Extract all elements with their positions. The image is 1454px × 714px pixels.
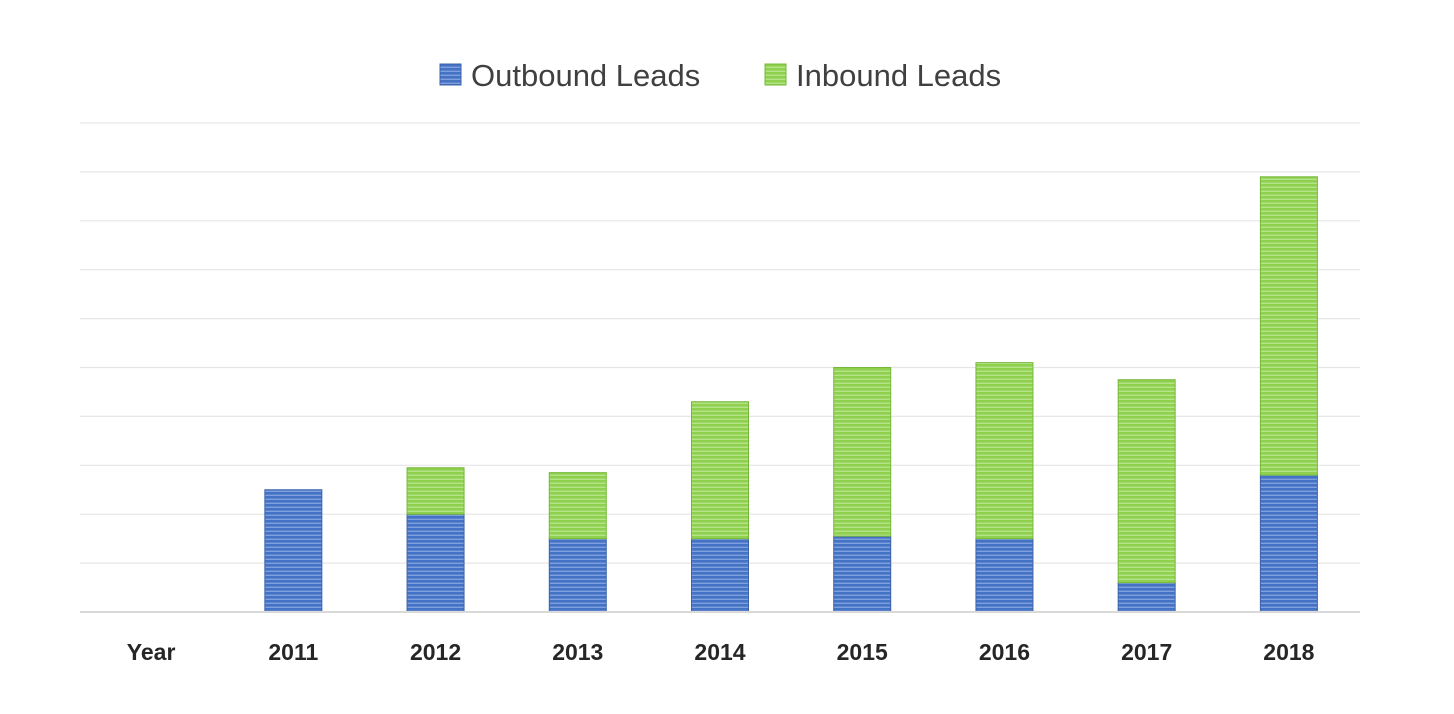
legend-swatch-inbound <box>764 63 787 86</box>
x-tick-label: 2013 <box>552 639 603 665</box>
bar-inbound-2013 <box>548 472 607 540</box>
legend-label-inbound: Inbound Leads <box>796 58 1001 93</box>
bar-outbound-2015 <box>833 535 892 613</box>
x-tick-label: Year <box>127 639 176 665</box>
legend-swatch-outbound <box>439 63 462 86</box>
legend-label-outbound: Outbound Leads <box>471 58 700 93</box>
bar-inbound-2015 <box>833 367 892 537</box>
x-tick-label: 2012 <box>410 639 461 665</box>
x-tick-label: 2017 <box>1121 639 1172 665</box>
bar-inbound-2014 <box>691 401 749 540</box>
bar-outbound-2016 <box>975 538 1034 613</box>
x-tick-label: 2011 <box>268 639 318 665</box>
x-tick-label: 2014 <box>694 639 745 665</box>
bar-outbound-2011 <box>264 489 323 613</box>
bar-outbound-2013 <box>548 538 607 613</box>
bar-outbound-2017 <box>1117 582 1176 613</box>
bar-inbound-2016 <box>975 362 1034 540</box>
bar-inbound-2012 <box>406 467 465 515</box>
bar-inbound-2017 <box>1117 379 1176 584</box>
bars <box>264 176 1318 613</box>
bar-inbound-2018 <box>1259 176 1318 476</box>
legend-item-outbound: Outbound Leads <box>439 58 700 93</box>
x-tick-label: 2015 <box>837 639 888 665</box>
chart-legend: Outbound Leads Inbound Leads <box>439 58 1001 93</box>
legend-item-inbound: Inbound Leads <box>764 58 1001 93</box>
x-axis-tick-labels: Year 2011 2012 2013 2014 2015 2016 2017 2018 <box>127 639 1315 665</box>
bar-outbound-2012 <box>406 513 465 613</box>
bar-outbound-2018 <box>1259 474 1318 613</box>
x-tick-label: 2016 <box>979 639 1030 665</box>
x-tick-label: 2018 <box>1263 639 1314 665</box>
bar-outbound-2014 <box>691 538 749 613</box>
